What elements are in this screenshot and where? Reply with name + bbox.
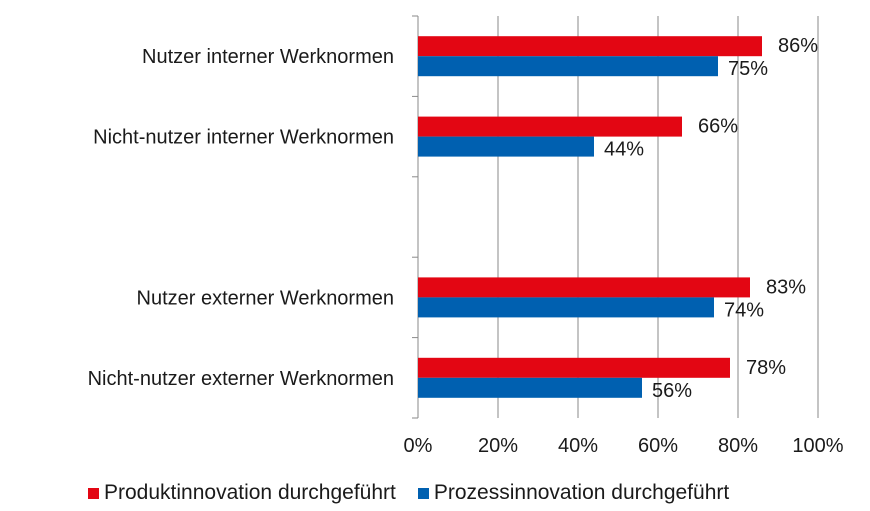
bar-prozessinnovation (418, 377, 642, 398)
legend-swatch-blue (417, 487, 429, 499)
data-label: 78% (746, 357, 786, 379)
legend-label: Produktinnovation durchgeführt (104, 481, 396, 504)
bar-produktinnovation (418, 116, 682, 137)
bar-produktinnovation (418, 277, 750, 298)
x-tick-label: 80% (718, 435, 758, 457)
bar-produktinnovation (418, 357, 730, 378)
data-label: 75% (728, 58, 768, 80)
legend-label: Prozessinnovation durchgeführt (433, 481, 730, 504)
bar-prozessinnovation (418, 136, 594, 157)
legend-item-produktinnovation: Produktinnovation durchgeführt (88, 481, 396, 505)
data-label: 83% (766, 276, 806, 298)
data-label: 56% (652, 380, 692, 402)
axes (412, 15, 419, 419)
legend-swatch-red (88, 487, 99, 499)
labels: 0% 20% 40% 60% 80% 100% Nutzer interner Werkno… (88, 35, 844, 457)
data-label: 86% (778, 35, 818, 57)
bar-prozessinnovation (418, 297, 714, 318)
bar-produktinnovation (418, 36, 762, 57)
x-tick-label: 100% (792, 435, 843, 457)
data-label: 74% (724, 299, 764, 321)
legend: Produktinnovation durchgeführt Prozessin… (88, 478, 751, 508)
legend-item-prozessinnovation: Prozessinnovation durchgeführt (417, 481, 730, 505)
bar-prozessinnovation (418, 56, 718, 77)
x-tick-label: 0% (404, 435, 433, 457)
data-label: 44% (604, 139, 644, 161)
category-label: Nutzer externer Werknormen (137, 287, 395, 309)
data-label: 66% (698, 116, 738, 138)
x-tick-label: 20% (478, 435, 518, 457)
category-label: Nicht-nutzer interner Werknormen (93, 127, 394, 149)
bars (418, 36, 762, 398)
category-label: Nicht-nutzer externer Werknormen (88, 368, 394, 390)
category-label: Nutzer interner Werknormen (142, 46, 394, 68)
x-tick-label: 60% (638, 435, 678, 457)
gridlines (497, 16, 819, 418)
x-tick-label: 40% (558, 435, 598, 457)
